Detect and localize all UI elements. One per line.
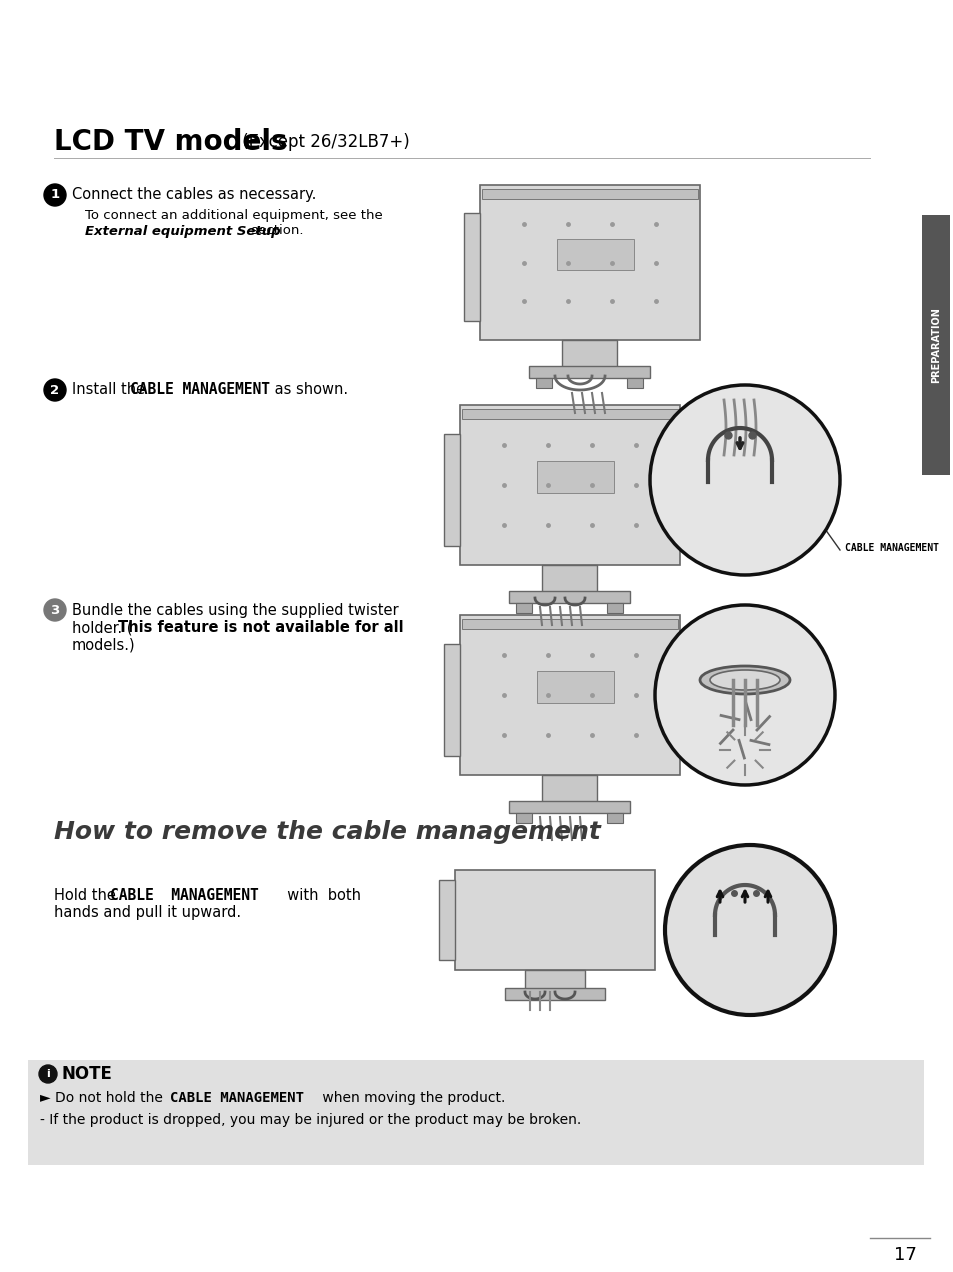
Circle shape xyxy=(649,385,840,575)
Text: NOTE: NOTE xyxy=(62,1065,112,1082)
Text: as shown.: as shown. xyxy=(270,383,348,397)
FancyBboxPatch shape xyxy=(509,591,630,603)
FancyBboxPatch shape xyxy=(443,434,459,546)
FancyBboxPatch shape xyxy=(562,340,617,368)
FancyBboxPatch shape xyxy=(481,190,698,198)
Ellipse shape xyxy=(700,667,789,695)
FancyBboxPatch shape xyxy=(455,870,655,971)
FancyBboxPatch shape xyxy=(537,460,614,494)
Text: (Except 26/32LB7+): (Except 26/32LB7+) xyxy=(236,134,410,151)
Text: External equipment Setup: External equipment Setup xyxy=(85,224,280,238)
Text: To connect an additional equipment, see the: To connect an additional equipment, see … xyxy=(85,209,382,221)
FancyBboxPatch shape xyxy=(542,565,597,593)
FancyBboxPatch shape xyxy=(607,813,623,823)
Text: 1: 1 xyxy=(51,188,59,201)
FancyBboxPatch shape xyxy=(921,215,949,474)
Text: hands and pull it upward.: hands and pull it upward. xyxy=(54,906,241,921)
FancyBboxPatch shape xyxy=(463,212,479,322)
Text: This feature is not available for all: This feature is not available for all xyxy=(118,621,403,636)
FancyBboxPatch shape xyxy=(537,672,614,703)
FancyBboxPatch shape xyxy=(438,880,455,960)
Ellipse shape xyxy=(709,670,780,689)
FancyBboxPatch shape xyxy=(516,603,532,613)
FancyBboxPatch shape xyxy=(557,239,634,270)
FancyBboxPatch shape xyxy=(516,813,532,823)
FancyBboxPatch shape xyxy=(524,971,584,990)
Circle shape xyxy=(44,599,66,621)
Text: 3: 3 xyxy=(51,603,59,617)
Text: Install the: Install the xyxy=(71,383,150,397)
Text: section.: section. xyxy=(247,224,303,238)
FancyBboxPatch shape xyxy=(529,366,650,378)
Circle shape xyxy=(664,845,834,1015)
Text: CABLE MANAGEMENT: CABLE MANAGEMENT xyxy=(170,1091,304,1105)
Text: models.): models.) xyxy=(71,637,135,653)
FancyBboxPatch shape xyxy=(459,404,679,565)
Text: - If the product is dropped, you may be injured or the product may be broken.: - If the product is dropped, you may be … xyxy=(40,1113,580,1127)
FancyBboxPatch shape xyxy=(461,410,678,418)
Circle shape xyxy=(39,1065,57,1082)
Text: CABLE  MANAGEMENT: CABLE MANAGEMENT xyxy=(110,888,258,903)
Text: CABLE MANAGEMENT: CABLE MANAGEMENT xyxy=(130,383,270,397)
Text: LCD TV models: LCD TV models xyxy=(54,128,287,156)
Text: How to remove the cable management: How to remove the cable management xyxy=(54,820,600,845)
Circle shape xyxy=(655,605,834,785)
Text: ► Do not hold the: ► Do not hold the xyxy=(40,1091,167,1105)
Text: 17: 17 xyxy=(893,1247,916,1264)
Text: holder. (: holder. ( xyxy=(71,621,132,636)
Circle shape xyxy=(44,184,66,206)
FancyBboxPatch shape xyxy=(461,619,678,628)
Text: Bundle the cables using the supplied twister: Bundle the cables using the supplied twi… xyxy=(71,603,398,617)
FancyBboxPatch shape xyxy=(459,614,679,775)
FancyBboxPatch shape xyxy=(28,1060,923,1165)
Text: CABLE MANAGEMENT: CABLE MANAGEMENT xyxy=(844,543,938,553)
FancyBboxPatch shape xyxy=(509,801,630,813)
Text: Hold the: Hold the xyxy=(54,888,120,903)
Text: ●: ● xyxy=(41,1066,54,1081)
Text: 2: 2 xyxy=(51,383,59,397)
Text: when moving the product.: when moving the product. xyxy=(317,1091,505,1105)
Text: with  both: with both xyxy=(277,888,360,903)
FancyBboxPatch shape xyxy=(479,184,700,340)
Text: i: i xyxy=(46,1068,50,1079)
Text: PREPARATION: PREPARATION xyxy=(930,307,940,383)
FancyBboxPatch shape xyxy=(504,988,604,1000)
Text: Connect the cables as necessary.: Connect the cables as necessary. xyxy=(71,187,316,202)
FancyBboxPatch shape xyxy=(542,775,597,803)
FancyBboxPatch shape xyxy=(536,378,552,388)
FancyBboxPatch shape xyxy=(607,603,623,613)
FancyBboxPatch shape xyxy=(627,378,643,388)
FancyBboxPatch shape xyxy=(443,644,459,756)
Circle shape xyxy=(44,379,66,401)
